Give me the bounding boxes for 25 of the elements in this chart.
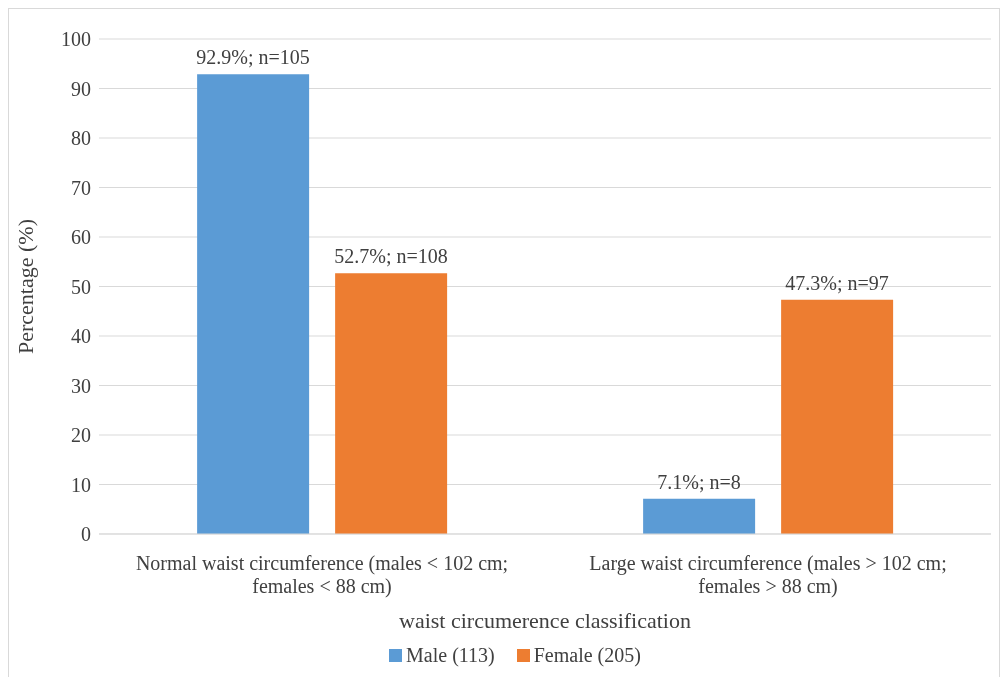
data-label: 47.3%; n=97 bbox=[785, 271, 889, 294]
bar bbox=[335, 273, 448, 534]
y-axis-title: Percentage (%) bbox=[12, 219, 38, 354]
legend-label: Female (205) bbox=[532, 644, 641, 667]
bar bbox=[643, 498, 756, 534]
data-label: 92.9%; n=105 bbox=[196, 46, 310, 69]
y-tick-label: 60 bbox=[71, 226, 91, 249]
x-axis-title: waist circumerence classification bbox=[399, 608, 691, 633]
y-tick-label: 80 bbox=[71, 127, 91, 150]
x-tick-label: Large waist circumference (males > 102 cm; females > 88 cm) bbox=[589, 552, 947, 598]
y-tick-label: 90 bbox=[71, 77, 91, 100]
legend-label: Male (113) bbox=[405, 644, 495, 667]
bar bbox=[781, 299, 894, 534]
data-label: 7.1%; n=8 bbox=[657, 470, 741, 493]
y-tick-label: 40 bbox=[71, 325, 91, 348]
x-tick-label: Normal waist circumference (males < 102 cm; females < 88 cm) bbox=[135, 552, 509, 598]
y-tick-label: 0 bbox=[81, 523, 91, 546]
y-tick-label: 100 bbox=[61, 28, 91, 51]
data-label: 52.7%; n=108 bbox=[334, 245, 448, 268]
y-tick-label: 70 bbox=[71, 176, 91, 199]
bar bbox=[197, 74, 310, 534]
y-tick-label: 30 bbox=[71, 374, 91, 397]
y-tick-label: 10 bbox=[71, 473, 91, 496]
y-tick-label: 20 bbox=[71, 424, 91, 447]
y-tick-label: 50 bbox=[71, 275, 91, 298]
